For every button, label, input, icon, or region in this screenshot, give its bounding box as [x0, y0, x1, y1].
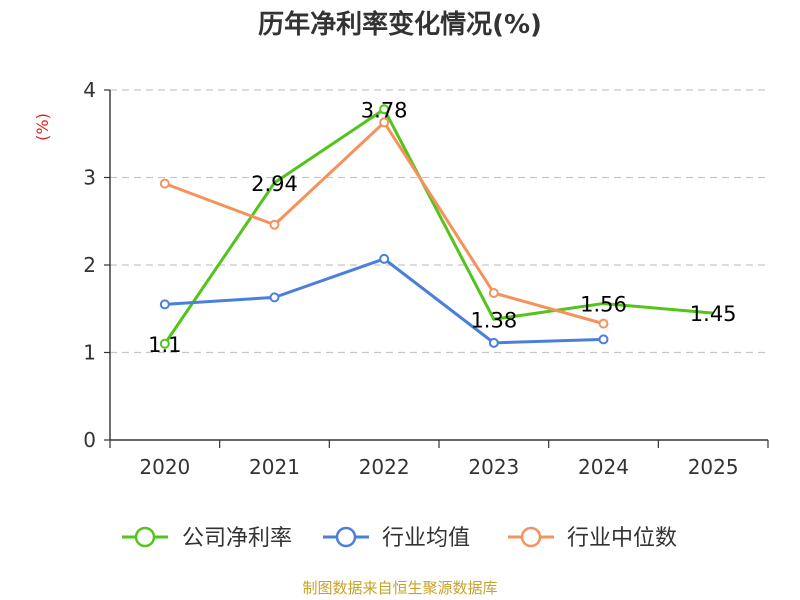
series-line-1	[164, 257, 604, 345]
series-point-1	[159, 299, 170, 310]
series-line-2	[164, 120, 604, 326]
axes: 0 1 2 3 4 2020 2021 2022 2023 2024 2025	[83, 78, 769, 479]
x-tick-label: 2022	[359, 455, 410, 479]
series-point-2	[269, 219, 280, 230]
legend-label: 公司净利率	[182, 526, 292, 551]
data-label: 1.38	[470, 308, 517, 332]
y-tick-label: 4	[83, 78, 96, 102]
data-label: 1.56	[580, 293, 627, 317]
legend-label: 行业均值	[382, 526, 470, 551]
x-tick-label: 2023	[468, 455, 519, 479]
data-label: 2.94	[251, 172, 298, 196]
legend-label: 行业中位数	[567, 526, 677, 551]
series-lines	[159, 104, 714, 349]
grid-lines	[110, 89, 768, 354]
series-point-1	[379, 253, 390, 264]
y-tick-label: 0	[83, 428, 96, 452]
legend-swatch-marker	[520, 526, 542, 548]
data-label: 1.1	[148, 333, 181, 357]
legend-swatch-marker	[134, 526, 156, 548]
legend: 公司净利率 行业均值 行业中位数	[122, 526, 677, 551]
series-point-1	[269, 292, 280, 303]
y-tick-label: 1	[83, 341, 96, 365]
series-point-2	[488, 288, 499, 298]
data-label: 3.78	[361, 98, 408, 122]
series-point-2	[159, 178, 170, 189]
series-point-0	[159, 338, 170, 349]
legend-swatch-marker	[335, 526, 357, 548]
source-note: 制图数据来自恒生聚源数据库	[302, 579, 497, 597]
series-point-1	[488, 337, 499, 348]
x-tick-label: 2024	[578, 455, 629, 479]
series-point-1	[598, 334, 609, 345]
data-labels: 1.1 2.94 3.78 1.38 1.56 1.45	[148, 98, 736, 357]
y-tick-label: 3	[83, 166, 96, 190]
chart-title: 历年净利率变化情况(%)	[258, 9, 542, 40]
y-axis-unit: (%)	[33, 113, 52, 141]
y-tick-label: 2	[83, 253, 96, 277]
series-point-2	[598, 318, 609, 329]
series-point-0	[379, 104, 390, 115]
series-point-2	[379, 117, 390, 128]
x-tick-label: 2025	[688, 455, 739, 479]
x-tick-label: 2021	[249, 455, 300, 479]
series-line-0	[163, 107, 714, 345]
x-tick-label: 2020	[139, 455, 190, 479]
data-label: 1.45	[690, 302, 737, 326]
